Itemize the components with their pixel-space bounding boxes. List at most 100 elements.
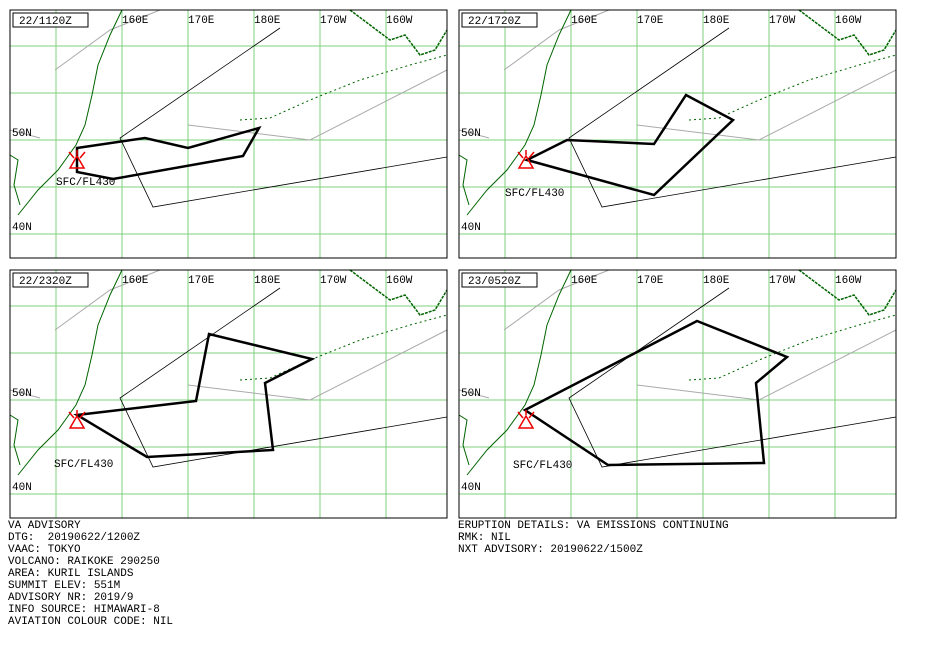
- volcano-symbol: [68, 410, 86, 429]
- advisory-line: VOLCANO: RAIKOKE 290250: [8, 556, 160, 568]
- latitude-label: 50N: [461, 128, 481, 140]
- latitude-label: 40N: [461, 222, 481, 234]
- longitude-label: 170W: [769, 15, 796, 27]
- fir-boundary: [458, 129, 490, 139]
- advisory-line: INFO SOURCE: HIMAWARI-8: [8, 604, 160, 616]
- advisory-line: VAAC: TOKYO: [8, 544, 81, 556]
- advisory-text-left: VA ADVISORY DTG: 20190622/1200Z VAAC: TOKY…: [8, 520, 173, 628]
- coastline: [349, 9, 448, 56]
- map-panel: 22/2320Z 160E 170E 180E 170W 160W 50N 40N SFC/FL…: [9, 269, 448, 519]
- volcano-plume: [517, 410, 535, 419]
- boundary-line: [119, 287, 448, 468]
- fir-boundary: [54, 9, 161, 71]
- volcano-triangle: [517, 154, 535, 169]
- longitude-label: 180E: [254, 15, 281, 27]
- longitude-label: 170E: [188, 15, 215, 27]
- volcano-triangle: [517, 414, 535, 429]
- boundary-line: [568, 287, 897, 468]
- longitude-label: 160E: [571, 15, 598, 27]
- map-frame: [9, 269, 448, 519]
- fir-boundary: [503, 269, 610, 331]
- aleutians: [688, 54, 897, 121]
- longitude-label: 180E: [254, 275, 281, 287]
- map-background: [459, 10, 896, 258]
- latitude-label: 50N: [461, 388, 481, 400]
- ash-cloud-polygon: [75, 125, 262, 181]
- fir-boundary: [458, 389, 490, 399]
- latitude-label: 40N: [12, 482, 32, 494]
- longitude-label: 160W: [835, 275, 862, 287]
- fir-boundary: [636, 69, 897, 141]
- fir-boundary: [9, 389, 41, 399]
- volcano-plume: [517, 150, 535, 159]
- aleutians: [688, 314, 897, 381]
- volcano-symbol: [517, 150, 535, 169]
- map-panel: 22/1720Z 160E 170E 180E 170W 160W 50N 40N SFC/FL…: [458, 9, 897, 259]
- advisory-line: DTG: 20190622/1200Z: [8, 532, 141, 544]
- fir-boundary: [54, 269, 161, 331]
- coastline: [17, 9, 123, 216]
- advisory-text-right: ERUPTION DETAILS: VA EMISSIONS CONTINUIN…: [458, 520, 729, 556]
- map-panel: 23/0520Z 160E 170E 180E 170W 160W 50N 40N SFC/FL…: [458, 269, 897, 519]
- longitude-label: 160E: [122, 15, 149, 27]
- map-background: [459, 270, 896, 518]
- time-box: [12, 272, 89, 288]
- longitude-label: 160W: [835, 15, 862, 27]
- advisory-line: AREA: KURIL ISLANDS: [8, 568, 134, 580]
- boundary-line: [568, 27, 897, 208]
- map-frame: [458, 9, 897, 259]
- advisory-line: SUMMIT ELEV: 551M: [8, 580, 121, 592]
- longitude-label: 170W: [320, 15, 347, 27]
- advisory-line: VA ADVISORY: [8, 520, 81, 532]
- fir-boundary: [187, 69, 448, 141]
- flight-level: SFC/FL430: [54, 459, 113, 471]
- map-frame: [458, 269, 897, 519]
- longitude-label: 160W: [386, 275, 413, 287]
- latitude-label: 50N: [12, 388, 32, 400]
- longitude-label: 170E: [637, 15, 664, 27]
- coastline: [466, 269, 572, 476]
- panel-time: 22/1720Z: [468, 16, 521, 28]
- longitude-label: 170E: [637, 275, 664, 287]
- ash-cloud-polygon: [73, 332, 316, 459]
- advisory-line: ERUPTION DETAILS: VA EMISSIONS CONTINUIN…: [458, 520, 729, 532]
- volcano-triangle: [68, 154, 86, 169]
- flight-level: SFC/FL430: [513, 460, 572, 472]
- coastline: [9, 414, 21, 466]
- fir-boundary: [187, 329, 448, 401]
- latitude-label: 50N: [12, 128, 32, 140]
- longitude-label: 160E: [122, 275, 149, 287]
- flight-level: SFC/FL430: [505, 188, 564, 200]
- latitude-label: 40N: [461, 482, 481, 494]
- longitude-label: 170W: [320, 275, 347, 287]
- aleutians: [239, 314, 448, 381]
- coastline: [798, 9, 897, 56]
- fir-boundary: [636, 329, 897, 401]
- volcano-symbol: [68, 150, 86, 169]
- longitude-label: 180E: [703, 15, 730, 27]
- advisory-line: RMK: NIL: [458, 532, 511, 544]
- volcano-triangle: [68, 414, 86, 429]
- panel-time: 22/2320Z: [19, 276, 72, 288]
- map-panels: 22/1120Z 160E 170E 180E 170W 160W 50N 40N SFC/FL…: [9, 9, 897, 519]
- longitude-label: 160E: [571, 275, 598, 287]
- fir-boundary: [503, 9, 610, 71]
- map-background: [10, 10, 447, 258]
- time-box: [461, 12, 538, 28]
- advisory-line: NXT ADVISORY: 20190622/1500Z: [458, 544, 643, 556]
- coastline: [9, 154, 21, 206]
- coastline: [17, 269, 123, 476]
- longitude-label: 160W: [386, 15, 413, 27]
- coastline: [349, 269, 448, 316]
- advisory-line: AVIATION COLOUR CODE: NIL: [8, 616, 174, 628]
- volcano-plume: [68, 410, 86, 419]
- time-box: [461, 272, 538, 288]
- map-background: [10, 270, 447, 518]
- map-panel: 22/1120Z 160E 170E 180E 170W 160W 50N 40N SFC/FL…: [9, 9, 448, 259]
- longitude-label: 170W: [769, 275, 796, 287]
- coastline: [466, 9, 572, 216]
- map-frame: [9, 9, 448, 259]
- coastline: [798, 269, 897, 316]
- coastline: [458, 154, 470, 206]
